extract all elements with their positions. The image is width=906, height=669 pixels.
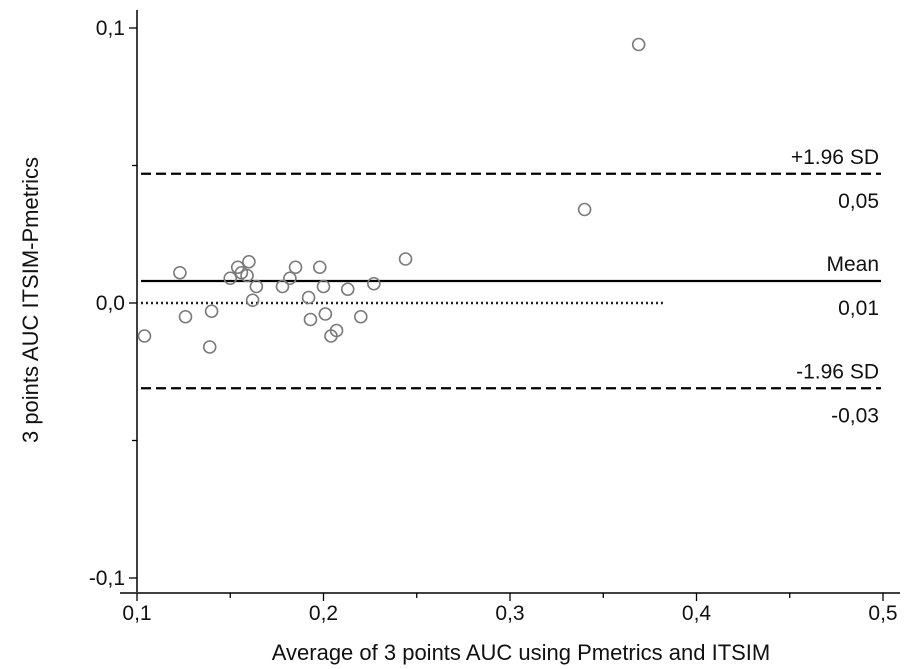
ref-value-mean: 0,01 [838, 297, 879, 320]
ref-label-mean: Mean [826, 253, 879, 276]
data-point [223, 271, 238, 286]
data-point [631, 37, 646, 52]
y-tick-label: -0,1 [89, 567, 125, 590]
ref-label-1-96-sd: -1.96 SD [796, 360, 879, 383]
data-point [137, 329, 152, 343]
data-point [240, 268, 254, 283]
y-axis-title: 3 points AUC ITSIM-Pmetrics [18, 157, 43, 443]
data-point [173, 265, 187, 280]
x-tick-label: 0,2 [309, 602, 338, 625]
data-point [316, 279, 331, 294]
reference-lines: +1.96 SD 0,05 Mean 0,01 -1.96 SD -0,03 [141, 146, 881, 427]
data-point [275, 279, 290, 294]
data-point [202, 340, 217, 354]
data-point [204, 304, 219, 319]
data-point [249, 279, 264, 294]
x-tick-label: 0,1 [122, 602, 151, 625]
data-point [301, 290, 316, 305]
data-point [329, 323, 344, 338]
data-point [367, 276, 381, 291]
x-tick-label: 0,4 [682, 602, 712, 625]
x-axis-title: Average of 3 points AUC using Pmetrics a… [272, 640, 771, 665]
axis-ticks: 0,1 0,2 0,3 0,4 0,5 -0,1 0,0 0,1 [89, 17, 898, 625]
data-point [245, 293, 260, 308]
data-point [242, 254, 256, 269]
data-point [353, 309, 368, 324]
data-point [178, 309, 193, 324]
data-point [312, 260, 327, 275]
data-point [318, 307, 333, 321]
data-point [288, 260, 303, 275]
data-point [577, 202, 592, 217]
data-point [283, 271, 297, 286]
y-tick-label: 0,0 [96, 292, 125, 315]
plot-frame [120, 10, 900, 594]
ref-value-1-96-sd: 0,05 [838, 190, 879, 213]
data-point [303, 312, 318, 327]
x-tick-label: 0,3 [495, 602, 524, 625]
y-tick-label: 0,1 [96, 17, 125, 40]
data-points [137, 37, 646, 354]
x-tick-label: 0,5 [868, 602, 897, 625]
data-point [398, 252, 413, 266]
ref-value-1-96-sd: -0,03 [831, 404, 879, 427]
data-point [340, 282, 355, 297]
ref-label-1-96-sd: +1.96 SD [791, 146, 879, 169]
